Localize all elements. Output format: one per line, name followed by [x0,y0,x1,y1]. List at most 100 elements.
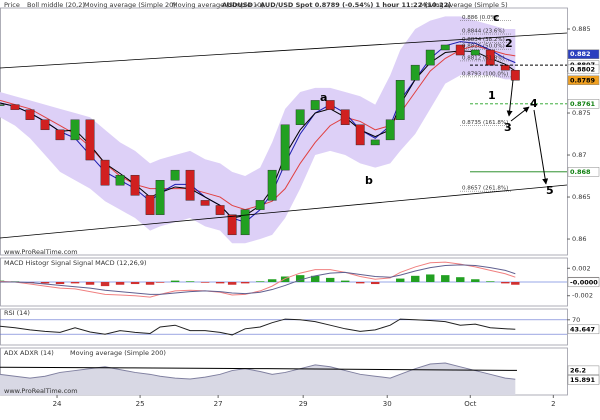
y-tick-label: 0.002 [572,264,591,272]
candle [227,214,237,236]
histogram-bar [426,274,435,282]
candle [70,119,80,141]
line-area [0,363,516,395]
histogram-bar [185,281,195,282]
channel-upper [0,32,568,69]
histogram-bar [441,275,450,282]
wave-label: 4 [530,97,538,110]
candle [470,49,480,56]
histogram-bar [200,282,210,283]
histogram-bar [255,281,265,282]
candle [85,119,95,161]
value-tag [567,49,600,59]
value-tag [567,75,600,86]
value-tag-label: 0.868 [570,168,591,176]
x-tick-label: Oct [464,400,476,408]
y-tick-label: 0.885 [572,25,591,33]
candle [240,209,250,236]
histogram-bar [115,282,125,285]
candle [395,80,405,120]
histogram-bar [155,282,165,283]
line [0,318,516,336]
candle [170,169,180,181]
wave-label: 2 [505,37,513,50]
histogram-bar [130,282,140,285]
candle [10,104,20,110]
histogram-bar [215,282,225,284]
y-tick-label: -0.002 [572,292,593,300]
panel-frame [0,308,568,346]
value-tag [567,277,600,288]
y-tick-label: 0.875 [572,109,591,117]
x-tick-label: 25 [136,400,145,408]
watermark: www.ProRealTime.com [4,248,78,256]
histogram-bar [55,282,65,285]
value-tag [567,64,600,75]
value-tag-label: 15.891 [570,376,596,384]
fib-label: 0.8793 (100.0%) [462,71,508,77]
legend-entry: Moving average (Simple 10) [172,1,264,9]
value-tag-label: 0.8789 [570,76,596,84]
wave-arrow [506,79,514,117]
candle [115,174,125,186]
value-tag-label: 0.8802 [570,65,595,73]
value-tag-label: 0.8761 [570,100,596,108]
candle [370,139,380,146]
watermark: www.ProRealTime.com [4,387,78,395]
histogram-bar [501,282,510,284]
panel-frame [0,7,568,256]
legend-entry: Boll middle (20,2) [27,1,85,9]
panel-label: MACD Histogr Signal Signal MACD (12,26,9… [4,259,147,267]
fib-label: 0.886 (0.0%) [462,15,498,21]
value-tag-label: 43.647 [570,325,595,333]
candle [310,100,320,110]
histogram-bar [371,282,380,285]
wave-label: a [320,91,327,104]
x-tick-label: 30 [383,400,392,408]
histogram-bar [40,282,50,284]
histogram-bar [267,279,277,282]
candle [455,44,465,56]
value-tag-label: -0.0000 [570,278,598,286]
panel-label: ADX ADXR (14) [4,349,54,357]
candle [25,109,35,120]
x-tick-label: 29 [299,400,308,408]
y-tick-label: 70 [572,316,580,324]
x-tick-label: 27 [214,400,223,408]
candle [325,100,335,110]
wave-label: 3 [504,121,512,134]
histogram-bar [511,282,520,285]
panel-label: RSI (14) [4,309,30,317]
y-tick-label: 0.86 [572,235,586,243]
y-tick-label: 0.865 [572,193,591,201]
candle [280,124,290,171]
y-tick-label: 0.87 [572,151,586,159]
value-tag-label: 0.882 [570,50,591,58]
candle [200,200,210,206]
line [0,362,516,380]
histogram-bar [70,282,80,284]
line [0,366,517,371]
candle [440,44,450,51]
histogram-bar [240,282,250,284]
wave-arrow [533,109,549,185]
x-tick-label: 2 [551,400,555,408]
value-tag [567,99,600,109]
histogram-bar [295,275,305,282]
wave-label: c [493,11,500,24]
candle [255,200,265,210]
candle [267,169,277,201]
histogram-bar [280,276,290,282]
candle [510,69,520,81]
histogram-bar [170,280,180,282]
wave-arrow [510,106,530,122]
chart-title: AUDUSD - AUD/USD Spot 0.8789 (-0.54%) 1 … [222,1,451,9]
candle [130,174,140,196]
fib-label: 0.8812 (61.8%) [462,55,505,61]
x-tick-label: 24 [53,400,62,408]
histogram-bar [355,282,365,284]
legend-entry: Moving average (Simple 5) [420,1,508,9]
wave-label: 5 [546,184,554,197]
histogram-bar [100,282,110,287]
